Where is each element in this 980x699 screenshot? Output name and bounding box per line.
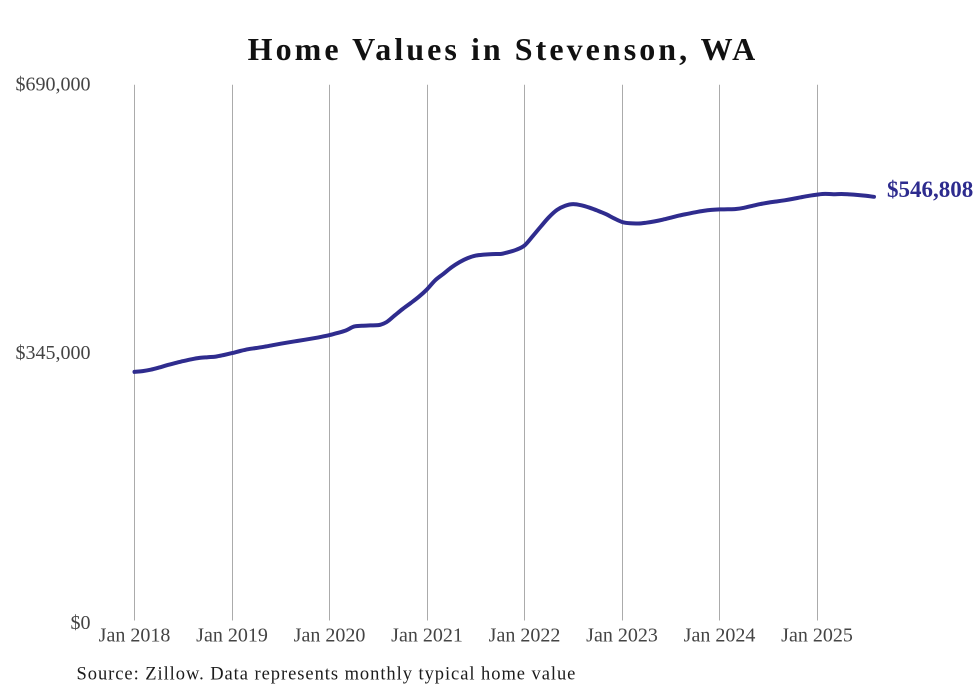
svg-text:Source: Zillow. Data represent: Source: Zillow. Data represents monthly … bbox=[77, 665, 577, 685]
svg-text:Jan 2023: Jan 2023 bbox=[586, 625, 658, 647]
svg-text:Jan 2018: Jan 2018 bbox=[99, 625, 171, 647]
svg-text:Jan 2024: Jan 2024 bbox=[684, 625, 756, 647]
svg-text:Jan 2025: Jan 2025 bbox=[781, 625, 853, 647]
svg-text:$345,000: $345,000 bbox=[16, 342, 91, 364]
svg-text:Jan 2022: Jan 2022 bbox=[489, 625, 561, 647]
svg-text:Jan 2019: Jan 2019 bbox=[196, 625, 268, 647]
svg-text:Jan 2020: Jan 2020 bbox=[294, 625, 366, 647]
svg-text:Home Values in Stevenson, WA: Home Values in Stevenson, WA bbox=[248, 31, 759, 67]
svg-text:$546,808: $546,808 bbox=[887, 177, 973, 202]
svg-text:$0: $0 bbox=[71, 612, 91, 634]
svg-text:$690,000: $690,000 bbox=[16, 73, 91, 95]
svg-text:Jan 2021: Jan 2021 bbox=[391, 625, 463, 647]
